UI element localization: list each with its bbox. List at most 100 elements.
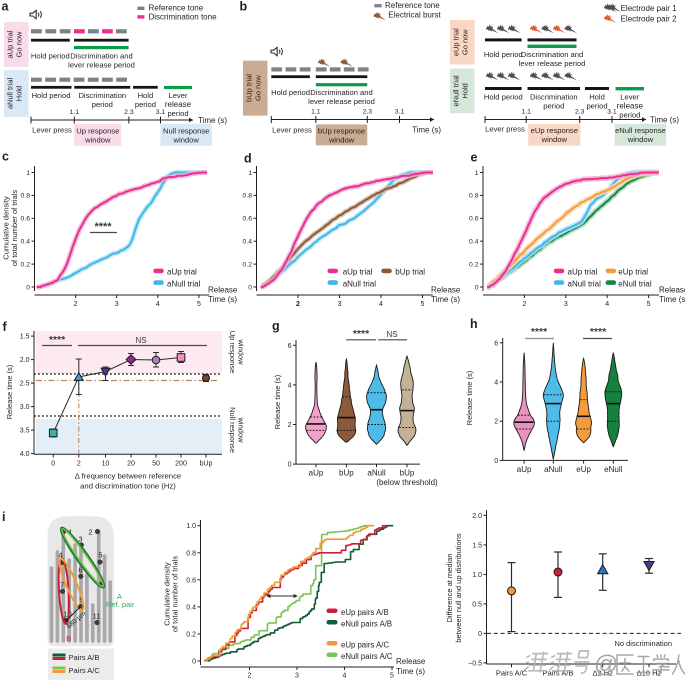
svg-text:3: 3 bbox=[295, 673, 299, 680]
svg-text:Time (s): Time (s) bbox=[431, 295, 460, 304]
svg-text:2.3: 2.3 bbox=[124, 109, 134, 116]
svg-text:window: window bbox=[237, 416, 246, 443]
svg-text:2: 2 bbox=[77, 461, 81, 468]
svg-text:Ref. pair: Ref. pair bbox=[106, 600, 135, 609]
svg-text:2.5: 2.5 bbox=[20, 381, 30, 388]
svg-text:Time (s): Time (s) bbox=[208, 295, 237, 304]
svg-text:2: 2 bbox=[288, 422, 292, 429]
svg-text:aNull trial: aNull trial bbox=[343, 279, 377, 288]
svg-text:0: 0 bbox=[288, 462, 292, 469]
svg-text:Up response: Up response bbox=[228, 331, 237, 374]
svg-text:0.8: 0.8 bbox=[243, 193, 253, 200]
svg-text:2: 2 bbox=[248, 673, 252, 680]
svg-text:Up response: Up response bbox=[76, 127, 119, 136]
svg-text:bUp: bUp bbox=[339, 469, 354, 478]
svg-text:2: 2 bbox=[494, 419, 498, 426]
svg-text:Go now: Go now bbox=[461, 29, 470, 55]
svg-text:5: 5 bbox=[390, 673, 394, 680]
svg-text:period: period bbox=[586, 102, 607, 111]
svg-text:period: period bbox=[167, 109, 188, 118]
svg-text:Reference tone: Reference tone bbox=[385, 1, 440, 10]
svg-text:aNull: aNull bbox=[367, 469, 385, 478]
svg-text:Lever press: Lever press bbox=[32, 126, 72, 135]
svg-text:window: window bbox=[328, 136, 355, 145]
svg-text:0.8: 0.8 bbox=[469, 193, 479, 200]
svg-text:0: 0 bbox=[51, 461, 55, 468]
svg-text:5: 5 bbox=[647, 301, 651, 308]
svg-text:1: 1 bbox=[475, 170, 479, 177]
svg-text:3.1: 3.1 bbox=[607, 109, 617, 116]
svg-text:Discrimination and: Discrimination and bbox=[521, 50, 583, 59]
svg-text:6: 6 bbox=[78, 566, 82, 575]
svg-text:i: i bbox=[2, 510, 5, 524]
svg-text:of total number of trials: of total number of trials bbox=[171, 556, 180, 633]
svg-text:aNull trial: aNull trial bbox=[568, 279, 602, 288]
svg-text:Time (s): Time (s) bbox=[396, 667, 425, 676]
svg-text:Difference at median: Difference at median bbox=[445, 553, 454, 622]
svg-text:6: 6 bbox=[494, 340, 498, 347]
svg-text:0.6: 0.6 bbox=[243, 216, 253, 223]
svg-text:aUp trial: aUp trial bbox=[167, 268, 197, 277]
svg-text:Cumulative density: Cumulative density bbox=[163, 562, 172, 626]
svg-text:0.6: 0.6 bbox=[469, 216, 479, 223]
svg-text:Go now: Go now bbox=[15, 31, 24, 57]
svg-text:lever release period: lever release period bbox=[519, 59, 586, 68]
svg-text:release: release bbox=[617, 102, 644, 111]
svg-text:4: 4 bbox=[494, 380, 498, 387]
svg-text:eUp: eUp bbox=[576, 465, 591, 474]
svg-text:Release time (s): Release time (s) bbox=[273, 374, 282, 429]
svg-text:1: 1 bbox=[26, 170, 30, 177]
svg-text:No discrimination: No discrimination bbox=[614, 639, 672, 648]
svg-text:Pairs A/B: Pairs A/B bbox=[543, 669, 574, 678]
svg-text:between null and up distributi: between null and up distributions bbox=[454, 533, 463, 642]
svg-text:7: 7 bbox=[60, 581, 64, 590]
svg-text:5: 5 bbox=[197, 301, 201, 308]
svg-text:Release: Release bbox=[431, 286, 461, 295]
svg-text:Discrimination: Discrimination bbox=[78, 91, 126, 100]
svg-text:Hold period: Hold period bbox=[484, 50, 523, 59]
svg-text:0.5: 0.5 bbox=[472, 601, 482, 608]
svg-text:0: 0 bbox=[494, 458, 498, 465]
svg-text:Pairs A/C: Pairs A/C bbox=[69, 666, 101, 675]
svg-text:C: C bbox=[85, 619, 91, 628]
svg-text:eNull response: eNull response bbox=[615, 126, 666, 135]
svg-text:bUp response: bUp response bbox=[318, 127, 365, 136]
svg-text:2: 2 bbox=[88, 528, 92, 537]
svg-text:Time (s): Time (s) bbox=[412, 126, 441, 135]
svg-text:Lever: Lever bbox=[169, 91, 188, 100]
svg-text:(below threshold): (below threshold) bbox=[376, 478, 438, 487]
svg-text:Release: Release bbox=[659, 286, 685, 295]
svg-text:period: period bbox=[135, 100, 156, 109]
svg-text:eUp pairs A/B: eUp pairs A/B bbox=[341, 608, 389, 617]
svg-text:eUp trial: eUp trial bbox=[618, 268, 648, 277]
svg-text:6: 6 bbox=[288, 343, 292, 350]
svg-text:window: window bbox=[84, 136, 111, 145]
svg-text:3.0: 3.0 bbox=[20, 404, 30, 411]
svg-text:3: 3 bbox=[78, 535, 82, 544]
svg-text:Hold period: Hold period bbox=[484, 93, 523, 102]
svg-text:aUp trial: aUp trial bbox=[568, 268, 598, 277]
svg-text:4: 4 bbox=[379, 301, 383, 308]
svg-text:0: 0 bbox=[26, 284, 30, 291]
svg-text:2.3: 2.3 bbox=[363, 109, 373, 116]
svg-text:2.3: 2.3 bbox=[575, 109, 585, 116]
svg-text:eNull pairs A/B: eNull pairs A/B bbox=[341, 620, 392, 629]
svg-text:1.0: 1.0 bbox=[472, 572, 482, 579]
svg-text:A: A bbox=[117, 592, 122, 601]
svg-text:e: e bbox=[471, 151, 478, 165]
svg-text:window: window bbox=[173, 136, 200, 145]
svg-text:****: **** bbox=[531, 326, 548, 338]
svg-text:window: window bbox=[541, 135, 568, 144]
svg-text:bUp trial: bUp trial bbox=[395, 268, 425, 277]
svg-text:Release: Release bbox=[208, 286, 238, 295]
svg-text:Release time (s): Release time (s) bbox=[5, 364, 14, 419]
svg-text:0: 0 bbox=[478, 631, 482, 638]
svg-text:Hold period: Hold period bbox=[271, 88, 310, 97]
svg-text:eNull: eNull bbox=[604, 465, 622, 474]
svg-text:3.1: 3.1 bbox=[156, 109, 166, 116]
svg-text:Discrimination tone: Discrimination tone bbox=[149, 12, 218, 21]
svg-text:4: 4 bbox=[343, 673, 347, 680]
svg-text:g: g bbox=[272, 319, 280, 333]
svg-text:0.2: 0.2 bbox=[186, 631, 196, 638]
svg-text:0.4: 0.4 bbox=[243, 239, 253, 246]
